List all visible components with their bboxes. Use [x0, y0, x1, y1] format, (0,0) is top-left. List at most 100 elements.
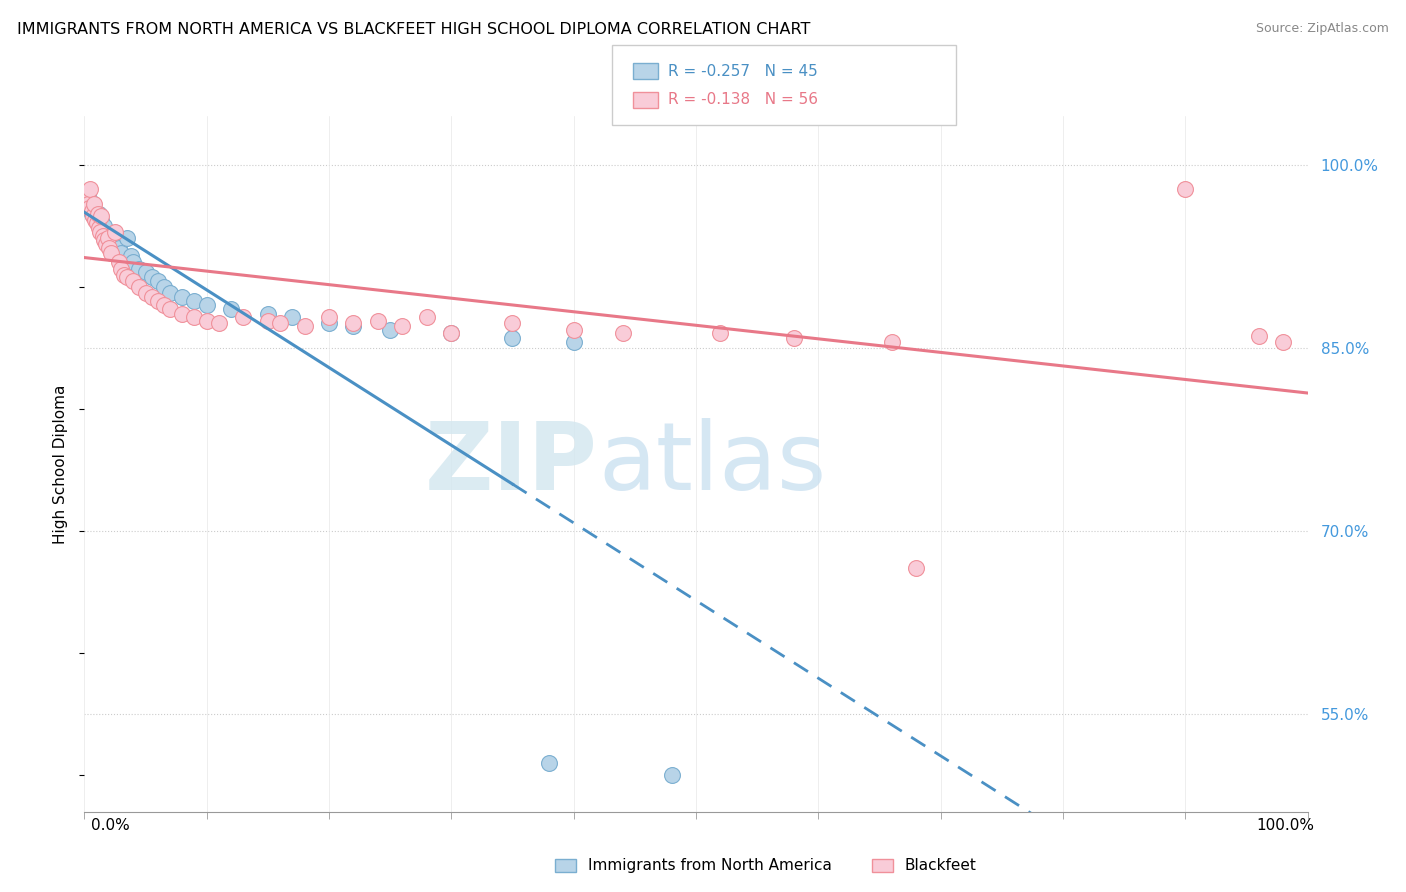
Point [128, 280, 150, 294]
Point [183, 310, 205, 325]
Point [75, 188, 97, 202]
Point [880, 334, 903, 349]
Point [97, 234, 120, 248]
Point [84, 212, 107, 227]
Point [232, 310, 254, 325]
Text: IMMIGRANTS FROM NORTH AMERICA VS BLACKFEET HIGH SCHOOL DIPLOMA CORRELATION CHART: IMMIGRANTS FROM NORTH AMERICA VS BLACKFE… [17, 22, 810, 37]
Point [128, 261, 150, 276]
Text: 0.0%: 0.0% [91, 818, 131, 832]
Point [135, 265, 157, 279]
Point [141, 290, 163, 304]
Point [89, 225, 111, 239]
Point [82, 197, 104, 211]
Point [87, 206, 110, 220]
Point [96, 237, 118, 252]
Point [195, 298, 218, 312]
Point [110, 261, 132, 276]
Point [172, 307, 194, 321]
Point [90, 212, 112, 227]
Point [281, 310, 304, 325]
Point [107, 255, 129, 269]
Point [183, 294, 205, 309]
Point [612, 326, 634, 341]
Y-axis label: High School Diploma: High School Diploma [53, 384, 69, 543]
Point [562, 334, 585, 349]
Point [104, 225, 127, 239]
Point [1247, 328, 1270, 343]
Point [1272, 334, 1295, 349]
Point [135, 285, 157, 300]
Point [318, 310, 340, 325]
Point [562, 322, 585, 336]
Point [86, 212, 108, 227]
Point [502, 317, 524, 331]
Text: Blackfeet: Blackfeet [904, 858, 976, 872]
Point [93, 234, 115, 248]
Point [159, 301, 181, 316]
Point [82, 209, 104, 223]
Point [122, 255, 145, 269]
Text: Source: ZipAtlas.com: Source: ZipAtlas.com [1256, 22, 1389, 36]
Point [153, 280, 176, 294]
Text: atlas: atlas [598, 417, 827, 510]
Point [110, 245, 132, 260]
Point [86, 216, 108, 230]
Point [257, 307, 280, 321]
Point [76, 192, 98, 206]
Point [75, 188, 97, 202]
Text: R = -0.138   N = 56: R = -0.138 N = 56 [668, 93, 818, 107]
Point [80, 206, 103, 220]
Point [195, 314, 218, 328]
Point [87, 221, 110, 235]
Point [269, 317, 291, 331]
Point [153, 298, 176, 312]
Point [294, 318, 316, 333]
Point [440, 326, 463, 341]
Point [1174, 182, 1197, 196]
Point [90, 209, 112, 223]
Point [79, 182, 101, 196]
Point [146, 274, 169, 288]
Point [80, 204, 103, 219]
Point [115, 231, 138, 245]
Point [107, 241, 129, 255]
Point [83, 197, 105, 211]
Point [661, 768, 683, 782]
Point [416, 310, 439, 325]
Point [76, 194, 98, 209]
Point [502, 331, 524, 345]
Point [538, 756, 561, 770]
Point [391, 318, 413, 333]
Point [783, 331, 806, 345]
Point [83, 202, 105, 217]
Point [342, 318, 364, 333]
Point [91, 225, 114, 239]
Point [159, 285, 181, 300]
Point [77, 197, 100, 211]
Point [77, 197, 100, 211]
Point [208, 317, 231, 331]
Point [122, 274, 145, 288]
Point [100, 231, 122, 245]
Point [905, 560, 928, 574]
Point [141, 270, 163, 285]
Point [87, 216, 110, 230]
Point [84, 209, 107, 223]
Text: ZIP: ZIP [425, 417, 598, 510]
Point [440, 326, 463, 341]
Point [77, 192, 100, 206]
Point [87, 206, 110, 220]
Point [367, 314, 389, 328]
Text: R = -0.257   N = 45: R = -0.257 N = 45 [668, 64, 818, 78]
Point [96, 227, 118, 242]
Point [100, 245, 122, 260]
Point [91, 228, 114, 243]
Point [318, 317, 340, 331]
Point [146, 294, 169, 309]
Point [709, 326, 731, 341]
Point [79, 201, 101, 215]
Text: 100.0%: 100.0% [1257, 818, 1315, 832]
Point [120, 249, 142, 263]
Point [93, 219, 115, 233]
Point [257, 314, 280, 328]
